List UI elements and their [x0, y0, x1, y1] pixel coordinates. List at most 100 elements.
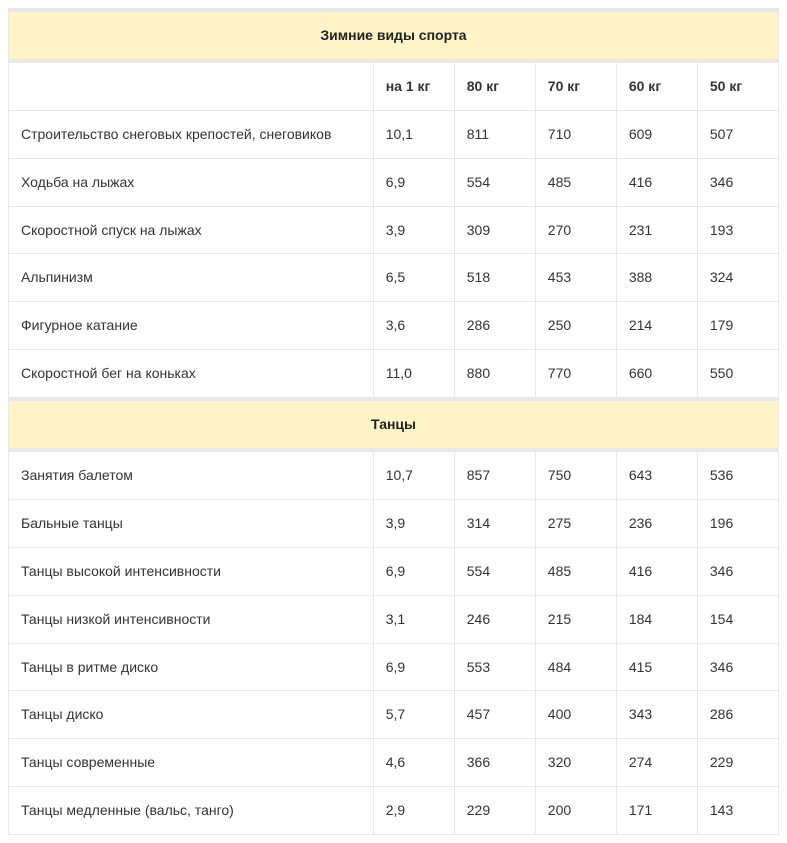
value-cell: 246 [454, 595, 535, 643]
value-cell: 270 [535, 206, 616, 254]
value-cell: 314 [454, 499, 535, 547]
value-cell: 10,7 [373, 450, 454, 499]
value-cell: 214 [616, 302, 697, 350]
value-cell: 2,9 [373, 787, 454, 835]
value-cell: 4,6 [373, 739, 454, 787]
value-cell: 750 [535, 450, 616, 499]
value-cell: 343 [616, 691, 697, 739]
value-cell: 536 [697, 450, 778, 499]
activity-cell: Фигурное катание [9, 302, 374, 350]
table-row: Танцы современные4,6366320274229 [9, 739, 779, 787]
activity-cell: Занятия балетом [9, 450, 374, 499]
activity-cell: Бальные танцы [9, 499, 374, 547]
value-cell: 554 [454, 547, 535, 595]
value-cell: 388 [616, 254, 697, 302]
value-cell: 324 [697, 254, 778, 302]
table-row: Альпинизм6,5518453388324 [9, 254, 779, 302]
value-cell: 179 [697, 302, 778, 350]
value-cell: 215 [535, 595, 616, 643]
value-cell: 3,1 [373, 595, 454, 643]
value-cell: 320 [535, 739, 616, 787]
value-cell: 346 [697, 643, 778, 691]
activity-cell: Танцы современные [9, 739, 374, 787]
activity-cell: Танцы медленные (вальс, танго) [9, 787, 374, 835]
value-cell: 710 [535, 110, 616, 158]
value-cell: 229 [697, 739, 778, 787]
value-cell: 3,9 [373, 206, 454, 254]
column-header: 50 кг [697, 61, 778, 110]
value-cell: 196 [697, 499, 778, 547]
value-cell: 286 [697, 691, 778, 739]
value-cell: 236 [616, 499, 697, 547]
value-cell: 286 [454, 302, 535, 350]
value-cell: 3,6 [373, 302, 454, 350]
activity-cell: Танцы высокой интенсивности [9, 547, 374, 595]
value-cell: 154 [697, 595, 778, 643]
value-cell: 415 [616, 643, 697, 691]
table-row: Танцы низкой интенсивности3,124621518415… [9, 595, 779, 643]
value-cell: 309 [454, 206, 535, 254]
value-cell: 6,9 [373, 547, 454, 595]
table-row: Ходьба на лыжах6,9554485416346 [9, 158, 779, 206]
section-title: Зимние виды спорта [9, 10, 779, 61]
table-row: Танцы медленные (вальс, танго)2,92292001… [9, 787, 779, 835]
table-row: Танцы в ритме диско6,9553484415346 [9, 643, 779, 691]
value-cell: 554 [454, 158, 535, 206]
value-cell: 193 [697, 206, 778, 254]
activity-cell: Альпинизм [9, 254, 374, 302]
table-row: Строительство снеговых крепостей, снегов… [9, 110, 779, 158]
value-cell: 643 [616, 450, 697, 499]
table-row: Скоростной спуск на лыжах3,9309270231193 [9, 206, 779, 254]
table-row: Танцы высокой интенсивности6,95544854163… [9, 547, 779, 595]
column-header: 60 кг [616, 61, 697, 110]
value-cell: 10,1 [373, 110, 454, 158]
activity-cell: Скоростной бег на коньках [9, 350, 374, 399]
value-cell: 416 [616, 158, 697, 206]
value-cell: 274 [616, 739, 697, 787]
activity-cell: Танцы диско [9, 691, 374, 739]
value-cell: 553 [454, 643, 535, 691]
activity-cell: Строительство снеговых крепостей, снегов… [9, 110, 374, 158]
value-cell: 5,7 [373, 691, 454, 739]
column-header: на 1 кг [373, 61, 454, 110]
table-row: Бальные танцы3,9314275236196 [9, 499, 779, 547]
value-cell: 184 [616, 595, 697, 643]
value-cell: 6,9 [373, 158, 454, 206]
value-cell: 346 [697, 158, 778, 206]
value-cell: 550 [697, 350, 778, 399]
value-cell: 171 [616, 787, 697, 835]
value-cell: 6,9 [373, 643, 454, 691]
value-cell: 457 [454, 691, 535, 739]
value-cell: 346 [697, 547, 778, 595]
activity-cell: Танцы низкой интенсивности [9, 595, 374, 643]
table-row: Занятия балетом10,7857750643536 [9, 450, 779, 499]
table-row: Фигурное катание3,6286250214179 [9, 302, 779, 350]
value-cell: 453 [535, 254, 616, 302]
value-cell: 485 [535, 158, 616, 206]
value-cell: 11,0 [373, 350, 454, 399]
value-cell: 275 [535, 499, 616, 547]
value-cell: 660 [616, 350, 697, 399]
value-cell: 400 [535, 691, 616, 739]
value-cell: 200 [535, 787, 616, 835]
section-title: Танцы [9, 399, 779, 450]
value-cell: 811 [454, 110, 535, 158]
activity-cell: Скоростной спуск на лыжах [9, 206, 374, 254]
table-row: Танцы диско5,7457400343286 [9, 691, 779, 739]
column-header-blank [9, 61, 374, 110]
value-cell: 416 [616, 547, 697, 595]
column-header: 80 кг [454, 61, 535, 110]
value-cell: 609 [616, 110, 697, 158]
activity-cell: Танцы в ритме диско [9, 643, 374, 691]
value-cell: 143 [697, 787, 778, 835]
value-cell: 366 [454, 739, 535, 787]
value-cell: 507 [697, 110, 778, 158]
value-cell: 3,9 [373, 499, 454, 547]
value-cell: 880 [454, 350, 535, 399]
activity-cell: Ходьба на лыжах [9, 158, 374, 206]
value-cell: 229 [454, 787, 535, 835]
value-cell: 484 [535, 643, 616, 691]
value-cell: 518 [454, 254, 535, 302]
value-cell: 485 [535, 547, 616, 595]
value-cell: 770 [535, 350, 616, 399]
